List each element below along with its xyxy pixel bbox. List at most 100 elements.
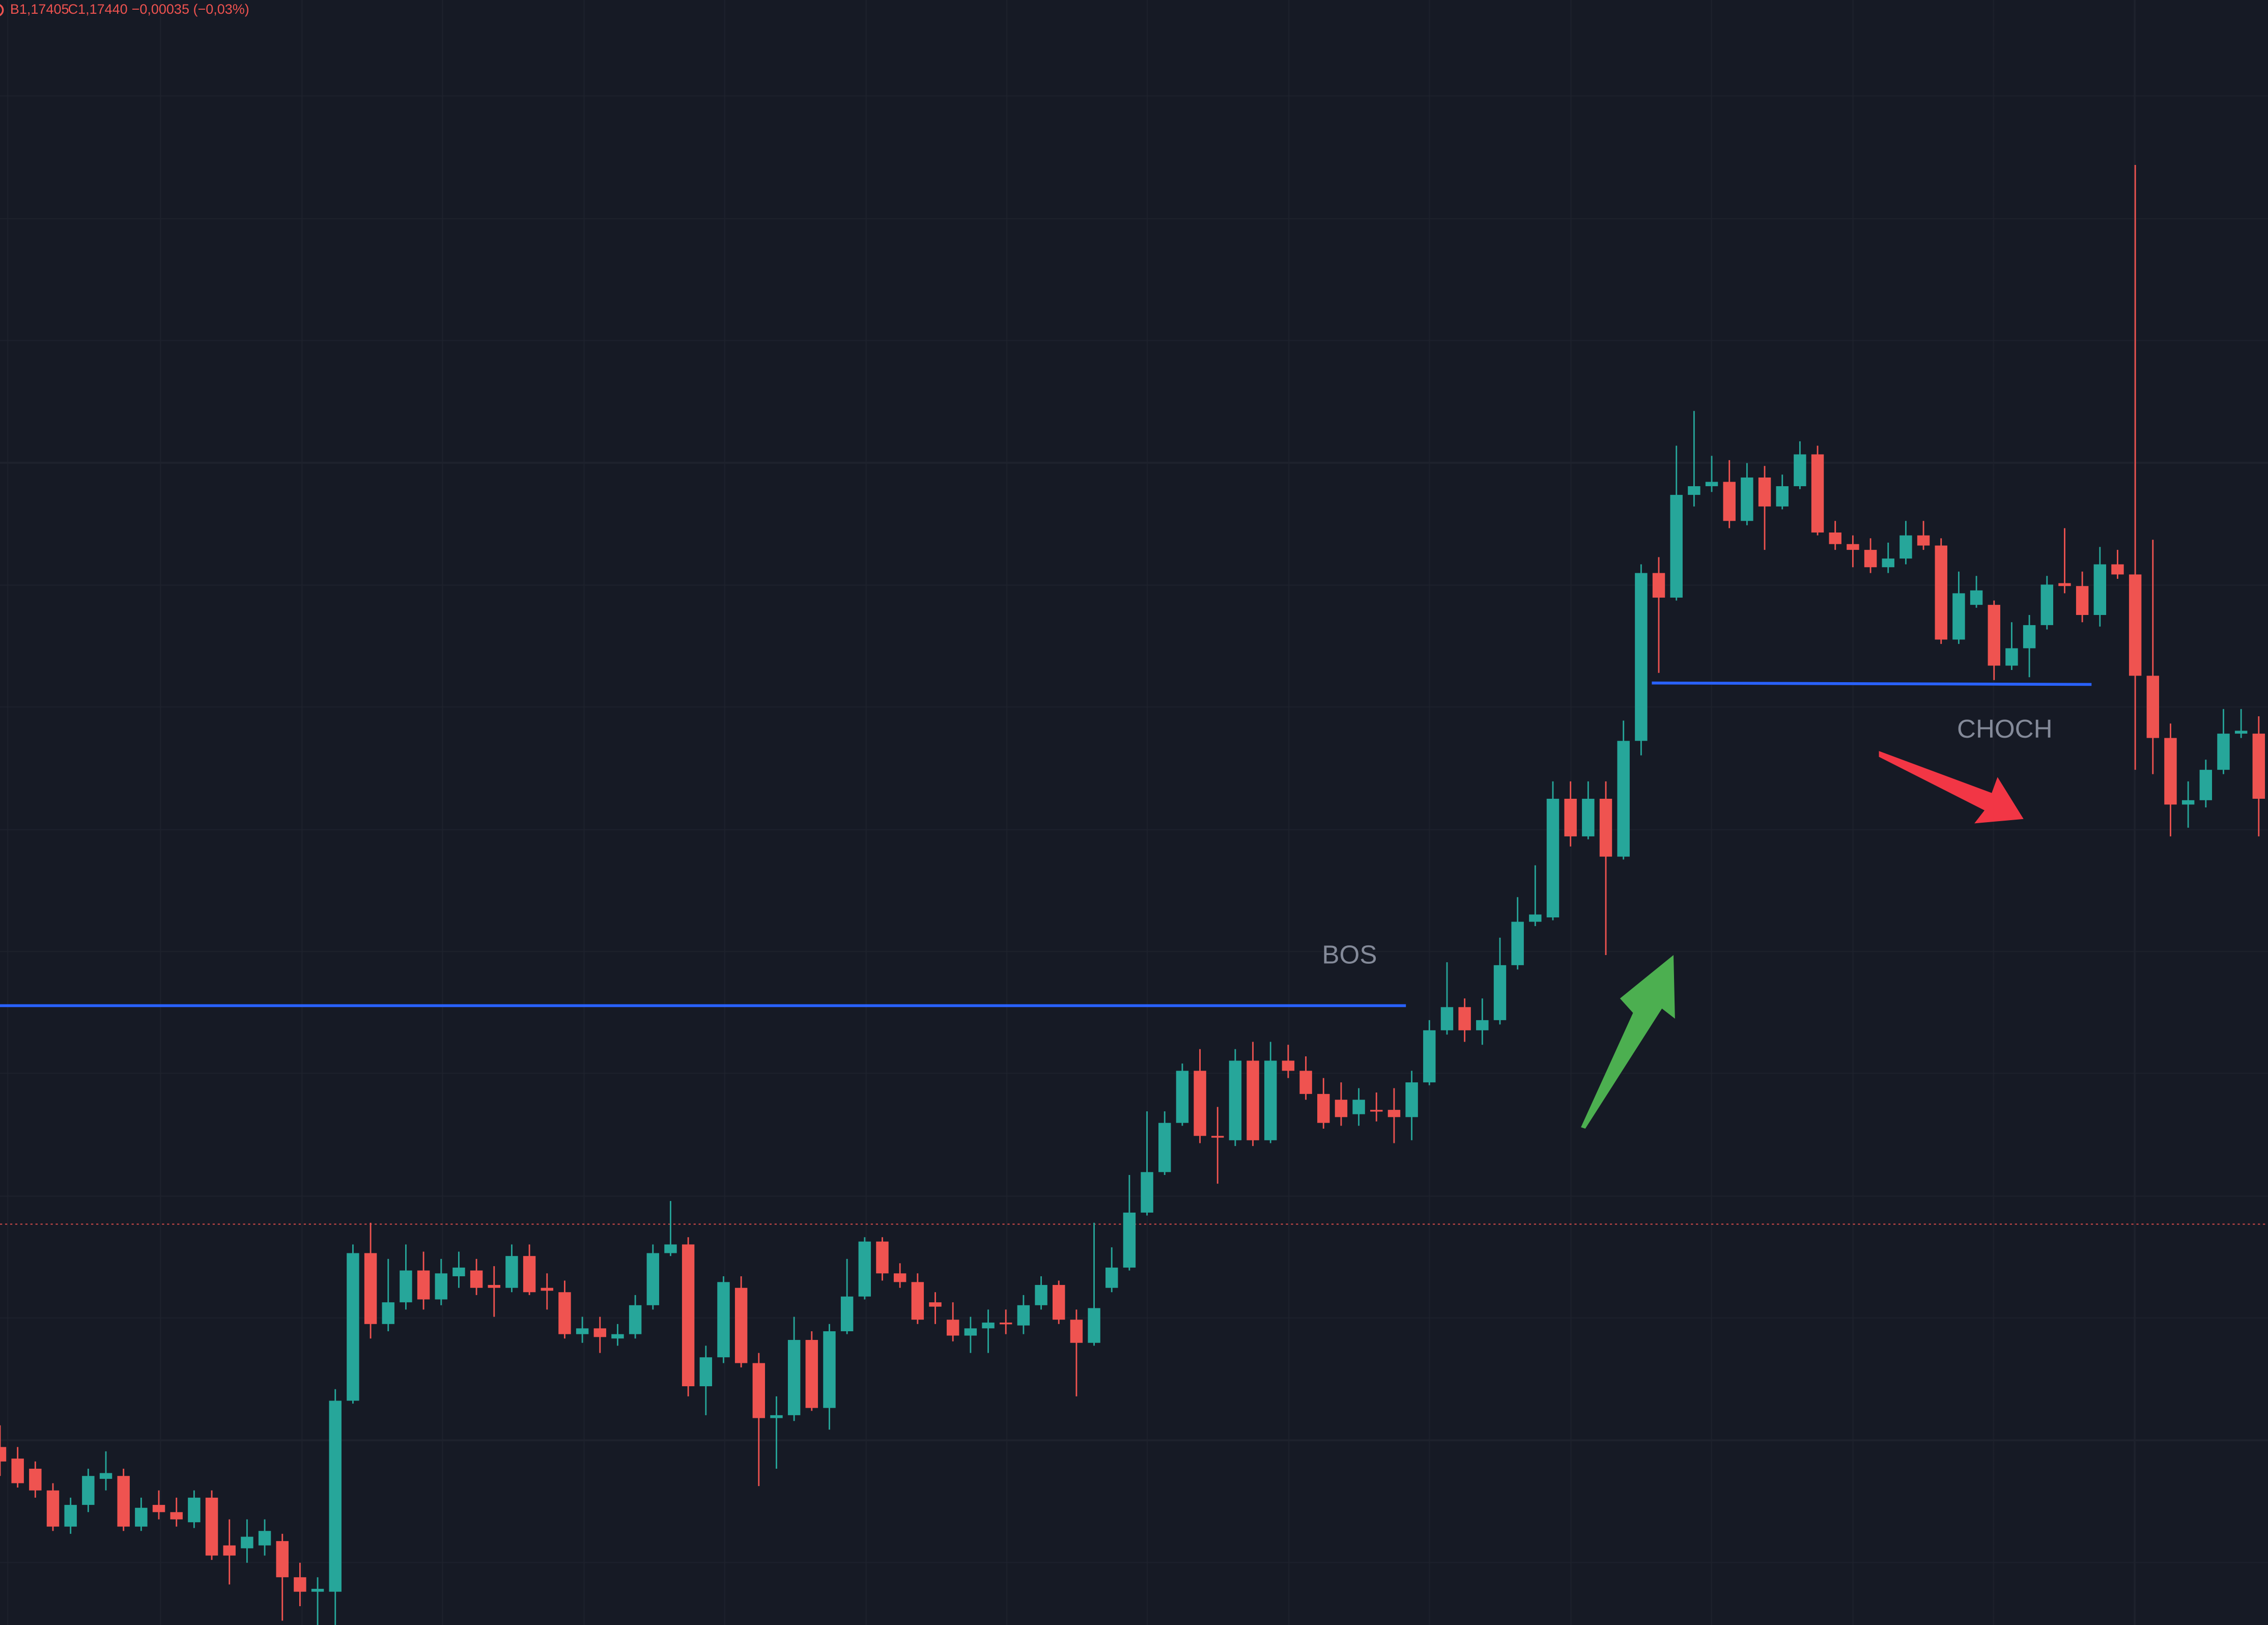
candle-body	[364, 1253, 377, 1324]
candle-body	[29, 1469, 42, 1491]
candle-body	[787, 1340, 801, 1415]
candle-body	[1688, 486, 1700, 495]
candle-body	[1970, 590, 1983, 605]
candle-body	[911, 1282, 924, 1320]
candle-body	[1141, 1172, 1153, 1213]
candle-body	[2234, 731, 2248, 734]
candle-body	[1105, 1267, 1118, 1288]
candle-body	[1476, 1020, 1489, 1030]
candle-body	[2076, 586, 2089, 615]
candle-body	[1847, 544, 1859, 550]
candle-body	[1776, 486, 1789, 507]
candle-body	[1229, 1060, 1242, 1140]
candle-body	[858, 1241, 871, 1297]
candle-body	[329, 1400, 342, 1592]
candle-body	[1511, 921, 1524, 965]
candle-body	[1299, 1071, 1312, 1094]
candle-body	[523, 1256, 536, 1293]
candle-body	[258, 1531, 271, 1546]
candle-body	[1088, 1308, 1100, 1343]
candle-body	[2093, 564, 2106, 615]
candle-body	[1900, 535, 1912, 559]
candle-body	[82, 1476, 95, 1505]
candle-body	[1264, 1060, 1277, 1140]
candle-body	[1158, 1123, 1171, 1172]
candle-body	[46, 1490, 60, 1527]
candle-body	[2040, 584, 2053, 625]
candle-body	[576, 1328, 589, 1334]
candle-body	[999, 1322, 1012, 1325]
candle-body	[452, 1267, 465, 1276]
candle-body	[1829, 532, 1841, 544]
candle-body	[664, 1244, 677, 1253]
header-value: B1,17405	[10, 2, 69, 17]
candle-body	[1758, 477, 1771, 507]
candle-body	[2217, 734, 2230, 770]
candle-body	[1564, 798, 1577, 836]
candle-body	[893, 1273, 906, 1282]
up-arrow	[1581, 955, 1675, 1129]
candle-body	[770, 1415, 783, 1418]
candle-body	[382, 1302, 394, 1324]
candle-body	[805, 1340, 818, 1408]
candle-body	[64, 1505, 77, 1527]
level-label: BOS	[1322, 940, 1377, 969]
candle-body	[1070, 1320, 1083, 1343]
candle-body	[2111, 564, 2124, 575]
header-icon	[0, 4, 4, 16]
candle-body	[2181, 800, 2195, 805]
header-value: −0,00035 (−0,03%)	[132, 2, 249, 17]
candle-body	[347, 1253, 359, 1401]
candle-body	[417, 1270, 430, 1300]
candle-body	[241, 1536, 253, 1549]
candle-body	[1194, 1071, 1206, 1136]
candle-body	[1917, 535, 1930, 546]
candle-body	[1705, 482, 1718, 487]
candle-body	[99, 1473, 112, 1479]
candle-body	[1123, 1212, 1136, 1268]
candle-body	[1458, 1007, 1471, 1030]
candle-body	[1035, 1285, 1047, 1305]
candle-body	[717, 1282, 730, 1358]
candle-body	[982, 1322, 995, 1329]
candle-body	[823, 1331, 836, 1408]
level-line	[1652, 681, 2092, 686]
candle-body	[276, 1541, 289, 1578]
candle-body	[840, 1296, 854, 1331]
candle-body	[1282, 1060, 1295, 1071]
candle-body	[1882, 558, 1894, 568]
candle-body	[1599, 798, 1612, 857]
candle-body	[2023, 625, 2036, 649]
candle-body	[1546, 798, 1560, 918]
candle-body	[1423, 1030, 1436, 1083]
candle-body	[1370, 1110, 1383, 1112]
candle-body	[0, 1447, 7, 1462]
candle-body	[1652, 573, 1665, 598]
candle-body	[205, 1497, 218, 1556]
candle-body	[1794, 454, 1806, 487]
candle-body	[1317, 1094, 1330, 1123]
candle-body	[876, 1241, 889, 1274]
candle-body	[1617, 741, 1630, 857]
candle-body	[1529, 914, 1542, 922]
candle-body	[1017, 1305, 1030, 1326]
candle-body	[1864, 550, 1877, 568]
candle-body	[117, 1476, 130, 1527]
candle-body	[734, 1287, 748, 1363]
candle-body	[1723, 482, 1736, 521]
candle-body	[488, 1285, 500, 1288]
candle-body	[1952, 593, 1965, 640]
candle-body	[2058, 583, 2071, 586]
candle-body	[1335, 1100, 1348, 1117]
candle-body	[470, 1270, 483, 1288]
candle-body	[964, 1328, 977, 1336]
candle-body	[646, 1253, 660, 1305]
header-value: C1,17440	[68, 2, 128, 17]
candle-body	[311, 1588, 324, 1592]
level-label: CHOCH	[1957, 714, 2052, 743]
candle-body	[1246, 1060, 1259, 1140]
candle-body	[2146, 676, 2160, 738]
candle-body	[1387, 1110, 1401, 1117]
candle-body	[505, 1256, 518, 1288]
